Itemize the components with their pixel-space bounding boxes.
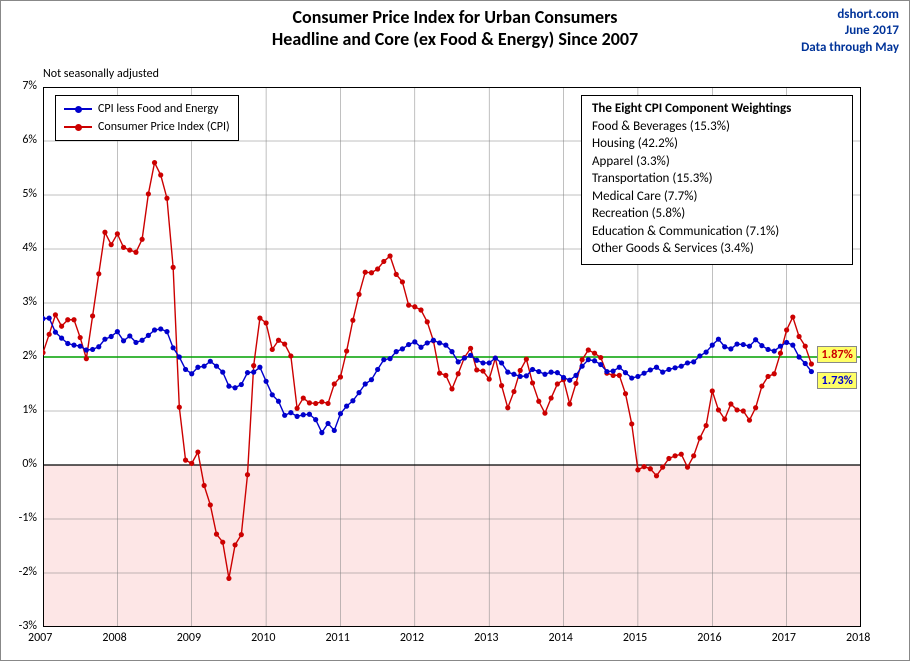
source-attribution: dshort.com June 2017 Data through May: [801, 7, 899, 56]
y-tick-label: 0%: [22, 457, 37, 471]
component-weights-list: Food & Beverages (15.3%)Housing (42.2%)A…: [592, 118, 842, 258]
source-date: June 2017: [845, 23, 899, 38]
y-tick-label: -2%: [19, 565, 37, 579]
legend-entry-core: CPI less Food and Energy: [64, 100, 230, 118]
x-tick-label: 2012: [400, 631, 424, 645]
x-tick-label: 2008: [102, 631, 126, 645]
legend-entry-headline: Consumer Price Index (CPI): [64, 118, 230, 136]
title-line2: Headline and Core (ex Food & Energy) Sin…: [272, 28, 638, 50]
x-tick-label: 2009: [177, 631, 201, 645]
component-weight-item: Housing (42.2%): [592, 135, 842, 153]
component-weight-item: Food & Beverages (15.3%): [592, 118, 842, 136]
y-tick-label: 1%: [22, 403, 37, 417]
component-weight-item: Medical Care (7.7%): [592, 188, 842, 206]
y-tick-label: 2%: [22, 349, 37, 363]
legend-swatch-core: [64, 103, 92, 115]
x-tick-label: 2011: [325, 631, 349, 645]
component-weight-item: Apparel (3.3%): [592, 153, 842, 171]
y-tick-label: 6%: [22, 133, 37, 147]
title-line1: Consumer Price Index for Urban Consumers: [293, 6, 618, 28]
x-tick-label: 2007: [28, 631, 52, 645]
component-weight-item: Recreation (5.8%): [592, 205, 842, 223]
end-label-core: 1.73%: [817, 372, 856, 389]
source-site: dshort.com: [837, 7, 899, 22]
x-tick-label: 2016: [697, 631, 721, 645]
component-weight-item: Other Goods & Services (3.4%): [592, 240, 842, 258]
legend: CPI less Food and Energy Consumer Price …: [55, 95, 239, 141]
chart-title: Consumer Price Index for Urban Consumers…: [1, 7, 909, 50]
legend-label-core: CPI less Food and Energy: [98, 100, 219, 118]
y-tick-label: -1%: [19, 511, 37, 525]
adjustment-note: Not seasonally adjusted: [43, 67, 159, 81]
x-tick-label: 2013: [474, 631, 498, 645]
y-tick-label: 7%: [22, 79, 37, 93]
legend-swatch-headline: [64, 121, 92, 133]
component-weights-box: The Eight CPI Component Weightings Food …: [581, 95, 853, 265]
x-tick-label: 2018: [846, 631, 870, 645]
legend-label-headline: Consumer Price Index (CPI): [98, 118, 230, 136]
component-weight-item: Transportation (15.3%): [592, 170, 842, 188]
y-tick-label: 5%: [22, 187, 37, 201]
chart-container: { "title_line1": "Consumer Price Index f…: [0, 0, 910, 661]
x-tick-label: 2010: [251, 631, 275, 645]
y-tick-label: 3%: [22, 295, 37, 309]
component-weight-item: Education & Communication (7.1%): [592, 223, 842, 241]
x-tick-label: 2014: [549, 631, 573, 645]
x-tick-label: 2017: [772, 631, 796, 645]
y-tick-label: 4%: [22, 241, 37, 255]
source-range: Data through May: [801, 40, 899, 55]
component-weights-title: The Eight CPI Component Weightings: [592, 100, 842, 118]
x-tick-label: 2015: [623, 631, 647, 645]
end-label-headline: 1.87%: [817, 346, 856, 363]
